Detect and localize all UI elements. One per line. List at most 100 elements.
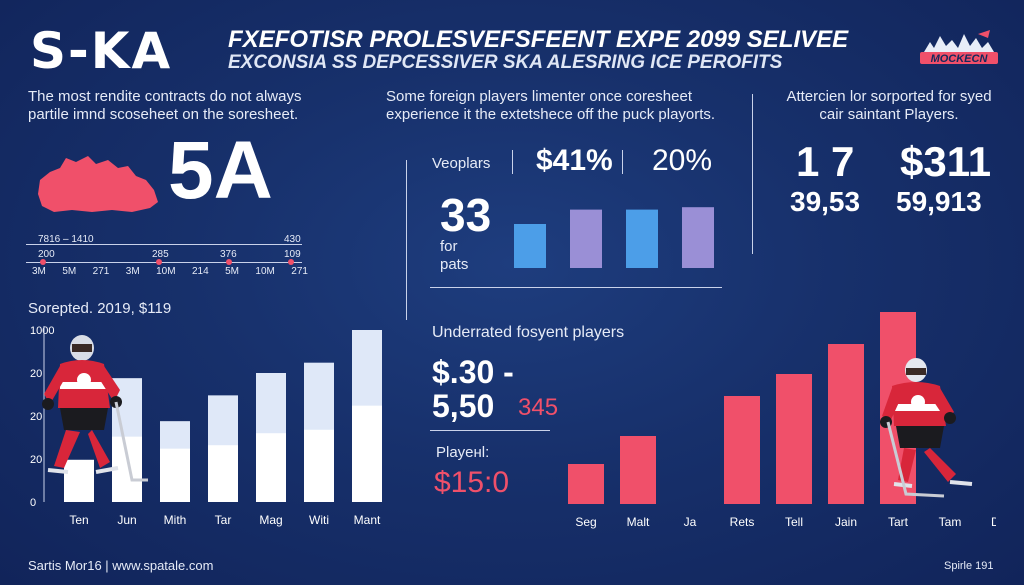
timeline: 7816 – 1410 430 200 285 376 109 3M 5M 27… xyxy=(26,232,308,278)
red-bar xyxy=(828,344,864,504)
divider-right xyxy=(752,94,753,254)
bar-lower xyxy=(208,445,238,502)
y-tick-label: 20 xyxy=(30,368,42,380)
left-big-stat: 5A xyxy=(168,125,273,216)
mini-bar xyxy=(570,209,602,268)
timeline-tick: 3M xyxy=(32,266,46,277)
underrated-title: Underrated fosyent players xyxy=(432,324,625,341)
timeline-tick: 10M xyxy=(156,266,176,277)
right-stat-d: 59,913 xyxy=(896,186,982,217)
x-category-label: Seg xyxy=(575,515,596,529)
x-category-label: Rets xyxy=(730,515,755,529)
x-category-label: Malt xyxy=(627,515,650,529)
headline-primary: FXEFOTISR PROLESVEFSFEENT EXPE 2099 SELI… xyxy=(228,26,849,53)
timeline-dot-1 xyxy=(40,259,46,265)
player-label: Playeнl: xyxy=(436,444,490,461)
bar-lower xyxy=(304,429,334,502)
hockey-player-left-icon xyxy=(42,335,148,482)
x-category-label: Jun xyxy=(117,513,136,527)
timeline-row2-2: 285 xyxy=(152,249,169,260)
mini-bar xyxy=(682,207,714,268)
stat-percent-a: $41% xyxy=(536,144,613,177)
timeline-tick: 214 xyxy=(191,266,209,277)
city-skyline-icon: MOCKECN xyxy=(920,30,998,65)
right-stat-c: 39,53 xyxy=(790,186,861,217)
left-intro: The most rendite contracts do not always… xyxy=(28,88,328,124)
timeline-label-right: 430 xyxy=(284,234,301,245)
right-stat-b: $311 xyxy=(900,138,992,185)
timeline-tick: 3M xyxy=(125,266,140,277)
underrated-value-b: 5,50 xyxy=(432,388,495,424)
timeline-row2-3: 376 xyxy=(220,249,237,260)
red-bar xyxy=(724,396,760,504)
timeline-tick: 5M xyxy=(62,266,77,277)
x-category-label: Dag xyxy=(991,515,996,529)
timeline-tick: 10M xyxy=(255,266,275,277)
footer-left[interactable]: Sartis Mor16 | www.spatale.com xyxy=(28,558,214,573)
brand-badge-text: MOCKECN xyxy=(931,53,989,65)
divider-small-1 xyxy=(512,150,513,174)
divider-left xyxy=(406,160,407,320)
timeline-row2-1: 200 xyxy=(38,249,55,260)
x-category-label: Tar xyxy=(215,513,232,527)
x-category-label: Tart xyxy=(888,515,909,529)
x-category-label: Tam xyxy=(939,515,962,529)
red-bar xyxy=(568,464,604,504)
right-intro-line-1: Attercien lor sorported for syed xyxy=(786,88,992,105)
x-category-label: Ten xyxy=(69,513,88,527)
middle-intro-line-1: Some foreign players limenter once cores… xyxy=(386,88,692,105)
right-stat-a: 1 7 xyxy=(796,138,855,185)
middle-big-sub-2: pats xyxy=(440,256,469,273)
mini-bar xyxy=(626,209,658,268)
middle-top-baseline xyxy=(430,287,722,288)
x-category-label: Mag xyxy=(259,513,282,527)
logo-title: S-KA xyxy=(30,22,173,80)
region-map-icon xyxy=(38,156,158,212)
x-category-label: Mant xyxy=(354,513,381,527)
timeline-dot-3 xyxy=(226,259,232,265)
bar-lower xyxy=(160,448,190,502)
red-bar xyxy=(620,436,656,504)
x-category-label: Witi xyxy=(309,513,329,527)
x-category-label: Tell xyxy=(785,515,803,529)
hockey-player-right-icon xyxy=(880,358,973,498)
headline-secondary: EXCONSIA SS DEPCESSIVER SKA ALESRING ICE… xyxy=(228,52,783,73)
middle-intro: Some foreign players limenter once cores… xyxy=(386,88,746,124)
y-tick-label: 0 xyxy=(30,497,36,509)
brand-badge: MOCKECN xyxy=(918,28,1000,66)
row-label: Veoplars xyxy=(432,155,491,172)
timeline-dot-4 xyxy=(288,259,294,265)
right-intro-line-2: cair saintant Players. xyxy=(819,106,959,123)
x-category-label: Mith xyxy=(164,513,187,527)
underrated-divider xyxy=(430,430,550,431)
stat-percent-b: 20% xyxy=(652,144,713,177)
timeline-ticks: 3M 5M 271 3M 10M 214 5M 10M 271 xyxy=(32,266,308,277)
x-category-label: Ja xyxy=(684,515,697,529)
left-intro-line-2: partile imnd scoseheet on the soresheet. xyxy=(28,106,299,123)
divider-small-2 xyxy=(622,150,623,174)
bar-lower xyxy=(352,405,382,502)
footer-right: Spirle 191 xyxy=(944,560,994,572)
left-chart-title: Sorepted. 2019, $119 xyxy=(28,300,172,317)
timeline-line xyxy=(26,262,302,263)
timeline-tick: 271 xyxy=(92,266,110,277)
timeline-dot-2 xyxy=(156,259,162,265)
timeline-tick: 5M xyxy=(225,266,239,277)
right-intro: Attercien lor sorported for syed cair sa… xyxy=(764,88,1014,124)
y-tick-label: 1000 xyxy=(30,325,54,337)
red-bar xyxy=(776,374,812,504)
underrated-value-a: $.30 - xyxy=(432,354,514,390)
mini-bar xyxy=(514,224,546,268)
middle-intro-line-2: experience it the extetshece off the puc… xyxy=(386,106,716,123)
x-category-label: Jain xyxy=(835,515,857,529)
y-tick-label: 20 xyxy=(30,454,42,466)
middle-mini-bar-chart xyxy=(514,207,714,268)
timeline-tick: 271 xyxy=(291,266,308,277)
timeline-label-left: 7816 – 1410 xyxy=(38,234,94,245)
y-tick-label: 20 xyxy=(30,411,42,423)
bar-lower xyxy=(64,459,94,502)
left-intro-line-1: The most rendite contracts do not always xyxy=(28,88,302,105)
bar-lower xyxy=(256,433,286,502)
middle-big-sub-1: for xyxy=(440,238,458,255)
